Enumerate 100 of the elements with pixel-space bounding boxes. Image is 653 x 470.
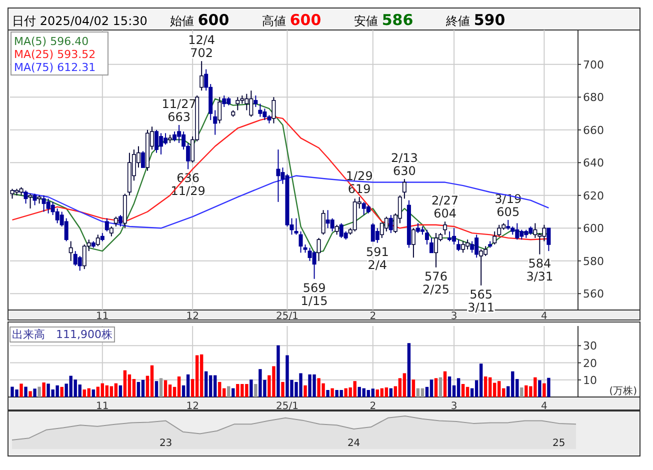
x-tick-label: 25 <box>552 438 566 449</box>
candlestick <box>429 237 434 254</box>
bar <box>484 376 488 397</box>
bar <box>123 370 127 397</box>
candlestick <box>258 103 262 118</box>
candlestick <box>424 229 429 246</box>
text: MA(25) 593.52 <box>14 48 96 61</box>
bar <box>412 380 416 397</box>
candlestick <box>213 110 218 136</box>
bar <box>538 380 542 397</box>
candlestick <box>456 239 461 252</box>
candlestick <box>506 219 510 230</box>
candlestick <box>118 214 122 227</box>
y-tick-label: 560 <box>583 288 604 301</box>
x-tick-label: 2 <box>370 311 376 322</box>
candlestick <box>78 255 82 272</box>
text: MA(75) 612.31 <box>14 61 96 74</box>
candlestick <box>276 149 280 202</box>
y-tick-label: 20 <box>583 356 597 370</box>
candlestick <box>68 240 73 262</box>
y-tick-label: 700 <box>583 58 604 72</box>
candlestick <box>448 230 452 242</box>
x-tick-label: 3 <box>450 401 458 412</box>
bar <box>542 383 546 397</box>
candlestick <box>443 221 448 236</box>
bar <box>520 387 524 397</box>
annotation: 2/27 604 <box>432 194 458 221</box>
bar <box>407 343 411 397</box>
bar <box>186 374 190 397</box>
candlestick <box>316 237 321 262</box>
candlestick <box>254 94 258 108</box>
bar <box>110 386 114 397</box>
bar <box>330 388 334 397</box>
y-axis-title: (万株) <box>609 385 638 397</box>
candlestick <box>32 193 37 206</box>
bar <box>479 364 483 397</box>
chart-title: 出来高 111,900株 <box>12 328 112 341</box>
annotation: 12/4 702 <box>188 33 216 60</box>
candlestick <box>104 218 109 232</box>
x-tick-label: 25/1 <box>276 311 298 322</box>
bar <box>92 389 95 397</box>
bar <box>448 376 452 397</box>
candlestick <box>140 150 145 168</box>
candlestick <box>294 218 298 236</box>
bar <box>438 377 442 397</box>
bar <box>456 378 460 397</box>
bar <box>276 345 280 397</box>
bar <box>38 386 41 397</box>
bar <box>150 365 154 397</box>
y-tick-label: 660 <box>583 124 604 137</box>
x-tick-label: 11 <box>96 311 109 322</box>
candlestick <box>28 193 32 209</box>
bar <box>218 382 222 397</box>
text: 始値 600 <box>170 11 230 29</box>
annotation: 569 1/15 <box>300 280 328 308</box>
x-tick-label: 2 <box>370 401 376 412</box>
bar <box>461 384 465 397</box>
text: MA(5) 596.40 <box>14 35 89 48</box>
text: 日付 2025/04/02 15:30 <box>12 14 148 28</box>
candlestick <box>411 228 416 258</box>
x-tick-label: 3 <box>450 311 458 322</box>
bar <box>20 384 23 397</box>
annotation: 576 2/25 <box>422 269 450 296</box>
bar <box>250 380 253 397</box>
candlestick <box>298 230 303 254</box>
bar <box>42 382 46 397</box>
bar <box>105 385 109 397</box>
candlestick <box>200 60 204 92</box>
y-tick-label: 10 <box>583 374 597 387</box>
candlestick <box>479 248 484 286</box>
x-tick-label: 11 <box>96 401 109 412</box>
x-tick-label: 4 <box>541 311 548 322</box>
candlestick <box>114 216 118 227</box>
y-tick-label: 580 <box>583 254 604 268</box>
candlestick <box>154 129 159 154</box>
y-tick-label: 640 <box>583 156 604 170</box>
text: 終値 590 <box>445 11 506 29</box>
bar <box>200 354 204 397</box>
candlestick <box>172 131 177 142</box>
candlestick <box>109 226 114 237</box>
candlestick <box>222 94 226 108</box>
candlestick <box>24 190 28 204</box>
bar <box>488 377 492 397</box>
x-tick-label: 12 <box>186 401 199 412</box>
candlestick <box>64 218 68 242</box>
bar <box>466 386 470 397</box>
bar <box>33 388 36 397</box>
bar <box>443 371 447 397</box>
bar <box>128 374 132 397</box>
bar <box>430 380 434 397</box>
candlestick <box>218 96 222 124</box>
bar <box>389 388 393 397</box>
bar <box>254 384 258 397</box>
x-tick-label: 24 <box>347 438 360 449</box>
bar <box>28 391 32 397</box>
x-tick-label: 12 <box>186 311 199 322</box>
y-tick-label: 600 <box>583 222 604 236</box>
bar <box>232 388 235 397</box>
bar <box>118 385 122 397</box>
bar <box>114 383 118 397</box>
